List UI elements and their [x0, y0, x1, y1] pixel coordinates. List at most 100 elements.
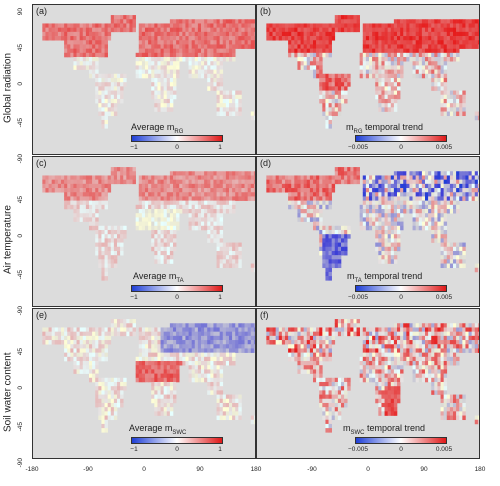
- land-cell: [406, 196, 410, 201]
- land-cell: [378, 250, 382, 256]
- land-cell: [334, 27, 339, 33]
- land-cell: [107, 263, 112, 269]
- land-cell: [390, 52, 395, 58]
- land-cell: [219, 327, 224, 332]
- land-cell: [216, 361, 220, 366]
- land-cell: [372, 356, 376, 362]
- land-cell: [381, 390, 385, 395]
- land-cell: [141, 23, 146, 28]
- land-cell: [425, 175, 429, 180]
- land-cell: [138, 52, 143, 58]
- land-cell: [79, 48, 84, 54]
- land-cell: [322, 331, 326, 337]
- land-cell: [328, 234, 332, 239]
- land-cell: [219, 348, 224, 353]
- land-cell: [73, 48, 77, 54]
- land-cell: [197, 213, 202, 218]
- land-cell: [365, 217, 370, 222]
- land-cell: [387, 221, 392, 227]
- land-cell: [365, 204, 370, 210]
- land-cell: [328, 111, 332, 117]
- land-cell: [213, 27, 217, 33]
- land-cell: [194, 52, 199, 58]
- land-cell: [216, 179, 220, 185]
- land-cell: [381, 98, 385, 104]
- land-cell: [104, 259, 108, 264]
- land-cell: [176, 196, 180, 201]
- land-cell: [269, 31, 273, 37]
- land-cell: [232, 352, 236, 358]
- land-cell: [393, 373, 398, 379]
- land-cell: [154, 331, 158, 337]
- land-cell: [238, 44, 242, 49]
- land-cell: [253, 188, 255, 193]
- land-cell: [70, 179, 74, 185]
- land-cell: [163, 398, 168, 404]
- land-cell: [148, 179, 152, 185]
- land-cell: [453, 94, 457, 100]
- land-cell: [250, 188, 255, 193]
- land-cell: [89, 200, 93, 206]
- land-cell: [456, 192, 460, 197]
- land-cell: [375, 361, 379, 366]
- land-cell: [173, 73, 177, 79]
- land-cell: [418, 213, 423, 218]
- land-cell: [384, 221, 388, 227]
- land-cell: [272, 23, 276, 28]
- land-cell: [145, 217, 149, 222]
- land-cell: [300, 196, 304, 201]
- land-cell: [138, 23, 143, 28]
- land-cell: [110, 263, 115, 269]
- land-cell: [250, 183, 255, 189]
- land-cell: [210, 196, 214, 201]
- land-cell: [85, 369, 90, 374]
- land-cell: [179, 40, 183, 45]
- land-cell: [375, 213, 379, 218]
- land-cell: [375, 61, 379, 66]
- land-cell: [101, 229, 105, 235]
- land-cell: [431, 61, 435, 66]
- land-cell: [325, 111, 329, 117]
- land-cell: [434, 27, 438, 33]
- land-cell: [166, 344, 171, 349]
- land-cell: [434, 217, 438, 222]
- land-cell: [250, 23, 255, 28]
- land-cell: [341, 23, 345, 28]
- land-cell: [331, 411, 336, 416]
- land-cell: [462, 94, 466, 100]
- land-cell: [384, 188, 388, 193]
- land-cell: [322, 90, 326, 96]
- land-cell: [98, 352, 102, 358]
- land-cell: [350, 179, 354, 185]
- land-cell: [344, 179, 348, 185]
- land-cell: [138, 61, 143, 66]
- land-cell: [365, 192, 370, 197]
- land-cell: [98, 27, 102, 33]
- land-cell: [313, 344, 317, 349]
- land-cell: [449, 94, 454, 100]
- land-cell: [397, 246, 401, 252]
- land-cell: [92, 221, 96, 227]
- land-cell: [197, 69, 202, 75]
- land-cell: [145, 27, 149, 33]
- land-cell: [328, 107, 332, 112]
- land-cell: [465, 23, 469, 28]
- land-cell: [387, 327, 392, 332]
- land-cell: [188, 327, 192, 332]
- land-cell: [110, 179, 115, 185]
- land-cell: [213, 209, 217, 214]
- land-cell: [403, 183, 407, 189]
- land-cell: [297, 31, 301, 37]
- land-cell: [110, 381, 115, 387]
- land-cell: [210, 369, 214, 374]
- land-cell: [241, 36, 245, 41]
- land-cell: [222, 175, 227, 180]
- land-cell: [341, 19, 345, 24]
- land-cell: [201, 344, 205, 349]
- land-cell: [278, 331, 283, 337]
- land-cell: [113, 82, 118, 87]
- land-cell: [443, 23, 448, 28]
- land-cell: [95, 82, 99, 87]
- land-cell: [415, 225, 420, 231]
- land-cell: [325, 340, 329, 345]
